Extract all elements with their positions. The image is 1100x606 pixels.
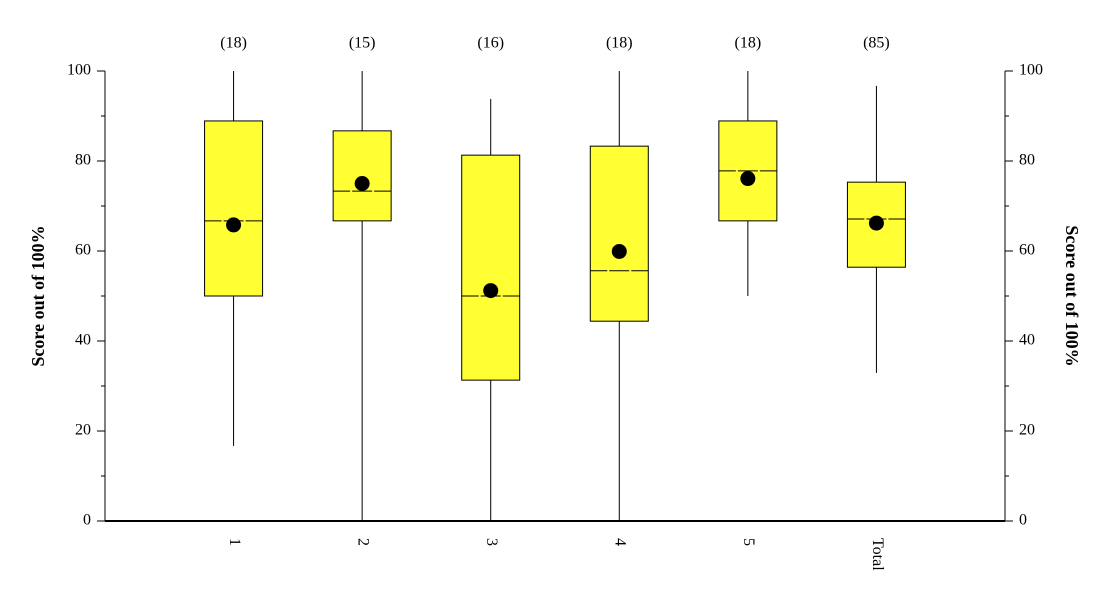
y-axis-label: Score out of 100% [28, 225, 48, 366]
x-tick-label: 5 [740, 538, 757, 546]
y-tick-label: 20 [75, 422, 91, 439]
box [589, 145, 649, 322]
mean-marker [226, 217, 242, 233]
mean-marker [354, 176, 370, 191]
count-label: (16) [477, 35, 504, 52]
mean-marker [868, 215, 884, 231]
count-label: (85) [863, 35, 890, 52]
y2-tick-label: 60 [1019, 242, 1035, 259]
x-tick-label: 2 [354, 538, 371, 546]
y2-axis-label: Score out of 100% [1062, 225, 1082, 366]
box [204, 120, 264, 297]
x-tick-label: Total [869, 538, 886, 571]
y-tick-label: 40 [75, 332, 91, 349]
y-tick-label: 100 [67, 62, 91, 79]
y2-tick-label: 100 [1019, 62, 1043, 79]
y2-tick-label: 40 [1019, 332, 1035, 349]
y2-tick-label: 80 [1019, 152, 1035, 169]
y-tick-label: 60 [75, 242, 91, 259]
x-tick-label: 3 [483, 538, 500, 546]
x-tick-label: 4 [612, 538, 629, 546]
box [332, 130, 392, 222]
x-tick-label: 1 [226, 538, 243, 546]
y-tick-label: 80 [75, 152, 91, 169]
count-label: (18) [606, 35, 633, 52]
count-label: (18) [220, 35, 247, 52]
mean-marker [483, 283, 499, 299]
mean-marker [611, 243, 627, 259]
count-label: (15) [349, 35, 376, 52]
y2-tick-label: 20 [1019, 422, 1035, 439]
mean-marker [740, 171, 756, 187]
y-tick-label: 0 [83, 512, 91, 529]
count-label: (18) [735, 35, 762, 52]
box [461, 154, 521, 381]
y2-tick-label: 0 [1019, 512, 1027, 529]
box [846, 181, 906, 268]
